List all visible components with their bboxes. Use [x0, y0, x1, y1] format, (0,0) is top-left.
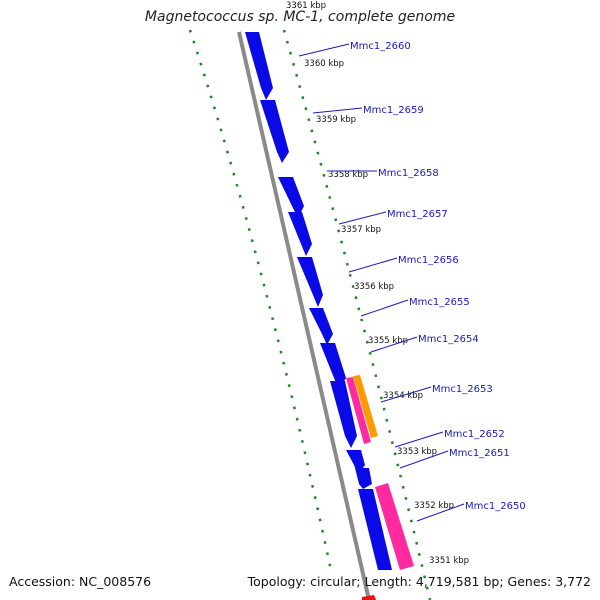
- gene-label[interactable]: Mmc1_2655: [409, 297, 470, 308]
- gene-label[interactable]: Mmc1_2654: [418, 334, 479, 345]
- tick-label: 3354 kbp: [383, 391, 423, 401]
- scale-ticks: 3361 kbp 3360 kbp 3359 kbp 3358 kbp 3357 kbp…: [286, 1, 469, 566]
- gene-label[interactable]: Mmc1_2651: [449, 448, 510, 459]
- gene-label[interactable]: Mmc1_2657: [387, 209, 448, 220]
- gene-label-leader: [312, 107, 363, 114]
- tick-label: 3355 kbp: [368, 336, 408, 346]
- gene-label-leader: [394, 431, 444, 448]
- gene-label-leader: [298, 43, 350, 57]
- cds-arrow: [297, 257, 323, 307]
- gene-label-leader: [338, 211, 387, 225]
- accession-text: Accession: NC_008576: [9, 574, 152, 589]
- gene-label-leader: [416, 503, 465, 522]
- tick-label: 3358 kbp: [328, 170, 368, 180]
- cds-arrow: [288, 212, 312, 256]
- gene-label[interactable]: Mmc1_2659: [363, 105, 424, 116]
- rna-feature-red: [362, 595, 376, 600]
- rna-feature-pink: [375, 483, 414, 570]
- cds-arrow: [309, 308, 333, 345]
- gene-label[interactable]: Mmc1_2652: [444, 429, 505, 440]
- cds-track: [245, 32, 392, 570]
- gene-labels: Mmc1_2660 Mmc1_2659 Mmc1_2658 Mmc1_2657 Mmc1…: [298, 41, 526, 522]
- cds-arrow: [260, 100, 289, 163]
- gene-label[interactable]: Mmc1_2653: [432, 384, 493, 395]
- tick-label: 3356 kbp: [354, 282, 394, 292]
- tick-label: 3359 kbp: [316, 115, 356, 125]
- gene-label-leader: [399, 450, 449, 469]
- tick-label: 3360 kbp: [304, 59, 344, 69]
- gene-label[interactable]: Mmc1_2656: [398, 255, 459, 266]
- gene-label-leader: [370, 336, 418, 353]
- tick-label: 3351 kbp: [429, 556, 469, 566]
- cds-arrow: [358, 489, 392, 570]
- gene-label-leader: [380, 386, 432, 403]
- tick-label: 3353 kbp: [397, 447, 437, 457]
- gene-label-leader: [348, 257, 398, 273]
- gene-label[interactable]: Mmc1_2660: [350, 41, 411, 52]
- rna-feature-orange: [353, 375, 378, 438]
- tick-label: 3361 kbp: [286, 1, 326, 11]
- cds-arrow: [245, 32, 273, 100]
- gene-label[interactable]: Mmc1_2650: [465, 501, 526, 512]
- map-title: Magnetococcus sp. MC-1, complete genome: [144, 9, 456, 25]
- rna-feature-pink: [346, 377, 371, 444]
- tick-label: 3357 kbp: [341, 225, 381, 235]
- genome-summary-text: Topology: circular; Length: 4,719,581 bp…: [247, 574, 591, 589]
- cds-arrow: [330, 381, 357, 448]
- gene-label[interactable]: Mmc1_2658: [378, 168, 439, 179]
- tick-label: 3352 kbp: [414, 501, 454, 511]
- inner-scale-ring: [188, 29, 334, 576]
- gene-label-leader: [360, 299, 409, 317]
- cds-arrow: [278, 177, 304, 218]
- genome-backbone: [237, 31, 371, 600]
- cds-arrow: [355, 468, 372, 489]
- cds-arrow: [320, 343, 346, 390]
